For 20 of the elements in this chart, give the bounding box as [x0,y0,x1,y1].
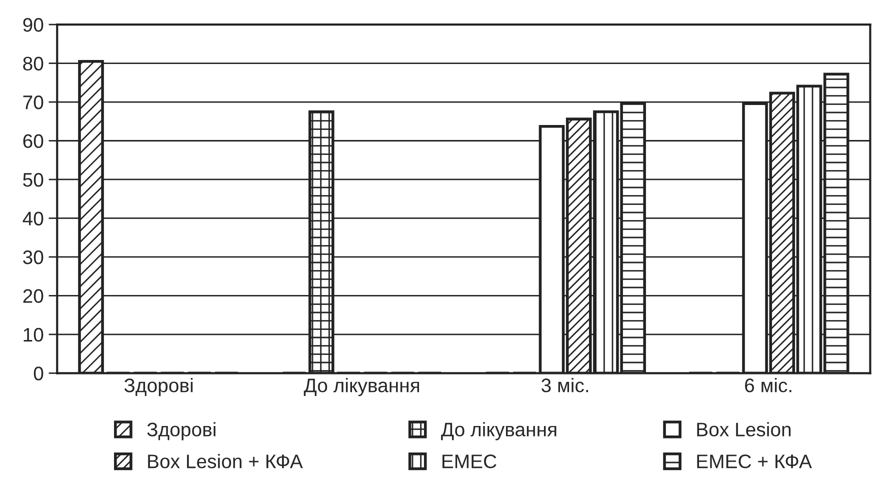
y-tick-label: 40 [22,212,44,226]
legend-label: Здорові [147,422,216,440]
y-tick-label: 60 [23,134,44,148]
y-tick-label: 10 [24,328,44,342]
y-tick-label: 50 [23,172,44,187]
legend-label: До лікування [441,422,556,440]
legend-label: Box Lesion [697,422,791,436]
y-tick-label: 0 [34,366,44,380]
x-tick-label: 6 міс. [745,378,792,392]
y-tick-label: 80 [23,56,44,71]
x-tick-label: 3 міс. [542,378,588,392]
y-tick-label: 90 [23,18,44,32]
legend-label: ЕМЕС [442,454,496,468]
legend-label: Box Lesion + КФА [148,454,303,468]
legend-label: ЕМЕС + КФА [697,454,812,468]
y-tick-label: 30 [23,250,44,264]
x-tick-label: Здорові [124,378,193,396]
y-tick-label: 20 [23,289,44,303]
x-tick-label: До лікування [304,378,420,396]
y-tick-label: 70 [23,95,44,110]
